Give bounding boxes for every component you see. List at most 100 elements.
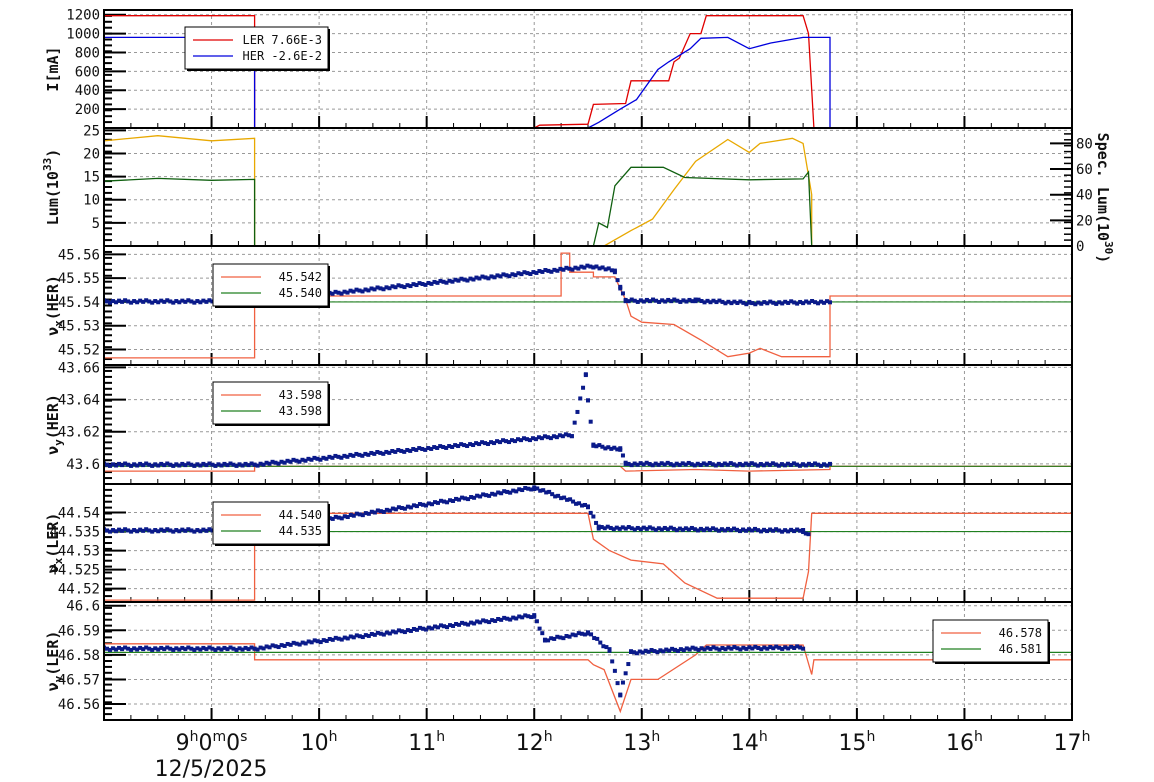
measured-point bbox=[729, 646, 734, 651]
measured-point bbox=[201, 527, 206, 532]
measured-point bbox=[165, 298, 170, 303]
measured-point bbox=[521, 436, 526, 441]
measured-point bbox=[770, 461, 775, 466]
measured-point bbox=[207, 645, 212, 650]
measured-point bbox=[684, 299, 689, 304]
panel-frame bbox=[103, 601, 1073, 721]
measured-point bbox=[518, 438, 523, 443]
legend: LER 7.66E-3 HER -2.6E-2 bbox=[184, 26, 330, 71]
measured-point bbox=[351, 635, 356, 640]
measured-point bbox=[463, 496, 468, 501]
measured-point bbox=[141, 463, 146, 468]
measured-point bbox=[189, 528, 194, 533]
measured-point bbox=[719, 463, 724, 468]
measured-point bbox=[529, 615, 534, 620]
measured-point bbox=[318, 457, 323, 462]
measured-point bbox=[153, 299, 158, 304]
measured-point bbox=[198, 529, 203, 534]
measured-point bbox=[674, 461, 679, 466]
measured-point bbox=[372, 510, 377, 515]
measured-point bbox=[552, 267, 557, 272]
measured-point bbox=[165, 461, 170, 466]
x-tick-label: 14h bbox=[731, 729, 768, 756]
measured-point bbox=[578, 396, 583, 401]
measured-point bbox=[776, 463, 781, 468]
legend-entry: 44.535 bbox=[279, 524, 322, 538]
measured-point bbox=[756, 528, 761, 533]
measured-point bbox=[439, 498, 444, 503]
measured-point bbox=[417, 446, 422, 451]
measured-point bbox=[144, 645, 149, 650]
measured-point bbox=[594, 520, 599, 525]
measured-point bbox=[144, 298, 149, 303]
measured-point bbox=[234, 463, 239, 468]
measured-point bbox=[603, 446, 608, 451]
measured-point bbox=[610, 659, 615, 664]
measured-point bbox=[585, 263, 590, 268]
measured-point bbox=[396, 505, 401, 510]
measured-point bbox=[801, 528, 806, 533]
panel-nuy-her: 43.6 43.62 43.64 43.66 νy(HER) 43.598 43.598 bbox=[44, 360, 1073, 485]
measured-point bbox=[351, 453, 356, 458]
right-y-tick-label: 20 bbox=[1076, 213, 1093, 229]
measured-point bbox=[705, 298, 710, 303]
measured-point bbox=[487, 620, 492, 625]
measured-point bbox=[477, 276, 482, 281]
measured-point bbox=[563, 432, 568, 437]
measured-point bbox=[717, 298, 722, 303]
measured-point bbox=[144, 461, 149, 466]
measured-point bbox=[306, 639, 311, 644]
legend-box bbox=[212, 381, 329, 425]
measured-point bbox=[309, 640, 314, 645]
measured-point bbox=[780, 646, 785, 651]
measured-point bbox=[662, 462, 667, 467]
measured-point bbox=[243, 461, 248, 466]
measured-point bbox=[228, 461, 233, 466]
measured-point bbox=[162, 528, 167, 533]
measured-point bbox=[618, 447, 623, 452]
measured-point bbox=[237, 646, 242, 651]
measured-point bbox=[783, 528, 788, 533]
y-tick-label: 43.62 bbox=[58, 425, 100, 441]
measured-point bbox=[201, 461, 206, 466]
measured-point bbox=[749, 461, 754, 466]
measured-point bbox=[726, 299, 731, 304]
measured-point bbox=[471, 443, 476, 448]
measured-point bbox=[306, 456, 311, 461]
measured-point bbox=[375, 630, 380, 635]
measured-point bbox=[501, 438, 506, 443]
y-tick-label: 1200 bbox=[66, 8, 100, 24]
measured-point bbox=[210, 528, 215, 533]
measured-point bbox=[560, 434, 565, 439]
measured-point bbox=[366, 633, 371, 638]
measured-point bbox=[168, 462, 173, 467]
measured-point bbox=[612, 268, 617, 273]
measured-point bbox=[120, 528, 125, 533]
measured-point bbox=[150, 647, 155, 652]
measured-point bbox=[345, 290, 350, 295]
measured-point bbox=[785, 461, 790, 466]
measured-point bbox=[129, 529, 134, 534]
measured-point bbox=[680, 527, 685, 532]
measured-point bbox=[174, 528, 179, 533]
measured-point bbox=[384, 630, 389, 635]
measured-point bbox=[801, 646, 806, 651]
measured-point bbox=[390, 284, 395, 289]
measured-point bbox=[765, 529, 770, 534]
measured-point bbox=[396, 283, 401, 288]
measured-point bbox=[525, 271, 530, 276]
measured-point bbox=[720, 299, 725, 304]
measured-point bbox=[147, 462, 152, 467]
measured-point bbox=[442, 499, 447, 504]
measured-point bbox=[369, 631, 374, 636]
measured-point bbox=[705, 645, 710, 650]
measured-point bbox=[159, 645, 164, 650]
measured-point bbox=[663, 299, 668, 304]
right-y-tick-label: 60 bbox=[1076, 162, 1093, 178]
measured-point bbox=[339, 455, 344, 460]
measured-point bbox=[558, 266, 563, 271]
measured-point bbox=[330, 455, 335, 460]
measured-point bbox=[252, 646, 257, 651]
measured-point bbox=[744, 646, 749, 651]
measured-point bbox=[804, 299, 809, 304]
